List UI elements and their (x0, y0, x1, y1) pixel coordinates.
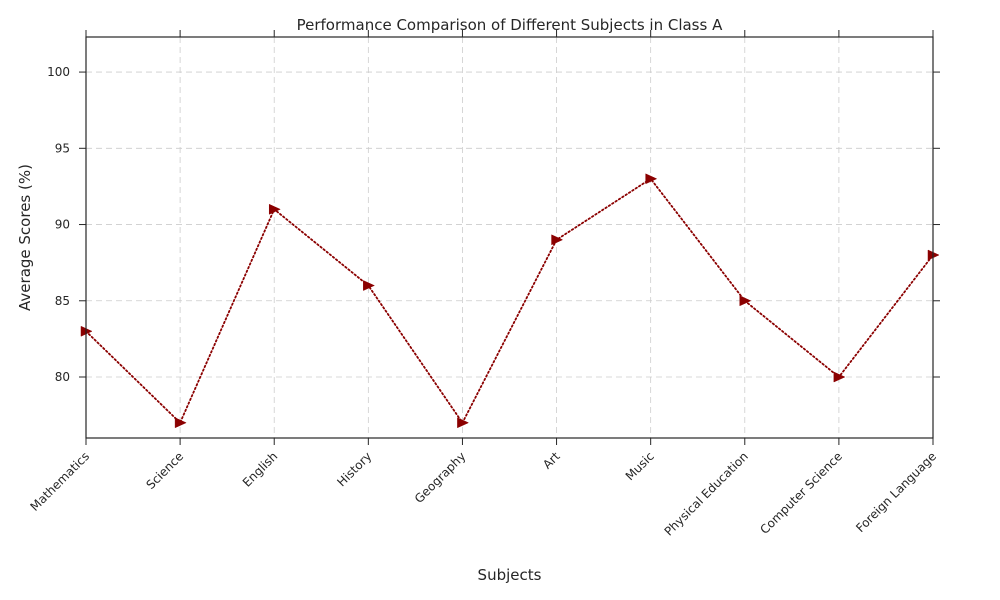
x-tick-label: Foreign Language (853, 449, 939, 535)
data-point-marker (551, 234, 564, 246)
y-tick-label: 85 (55, 294, 70, 308)
x-tick-label: Science (143, 449, 186, 492)
x-tick-label: Computer Science (757, 449, 845, 537)
data-point-marker (174, 417, 187, 429)
data-point-marker (363, 280, 375, 291)
plot-frame (85, 36, 934, 439)
x-tick-label: Geography (412, 449, 469, 506)
data-point-marker (645, 173, 658, 185)
ticks: Mathematics Science English History Geograph… (28, 30, 940, 539)
x-tick-label: History (334, 449, 374, 489)
chart-title: Performance Comparison of Different Subj… (297, 16, 723, 34)
x-axis-label: Subjects (478, 566, 542, 584)
y-tick-label: 100 (47, 65, 70, 79)
series-line (85, 177, 934, 425)
x-tick-label: Music (623, 449, 657, 483)
grid (85, 37, 934, 438)
x-tick-label: Physical Education (662, 449, 751, 538)
data-point-marker (268, 203, 281, 215)
data-point-marker (833, 371, 846, 383)
data-point-marker (457, 417, 470, 429)
x-tick-label: English (240, 449, 281, 490)
data-point-marker (739, 295, 752, 307)
y-axis-label: Average Scores (%) (16, 164, 34, 311)
y-tick-label: 80 (55, 370, 70, 384)
y-tick-label: 90 (55, 218, 70, 232)
x-tick-label: Art (540, 449, 563, 472)
y-tick-label: 95 (55, 141, 70, 155)
x-tick-label: Mathematics (28, 449, 93, 514)
